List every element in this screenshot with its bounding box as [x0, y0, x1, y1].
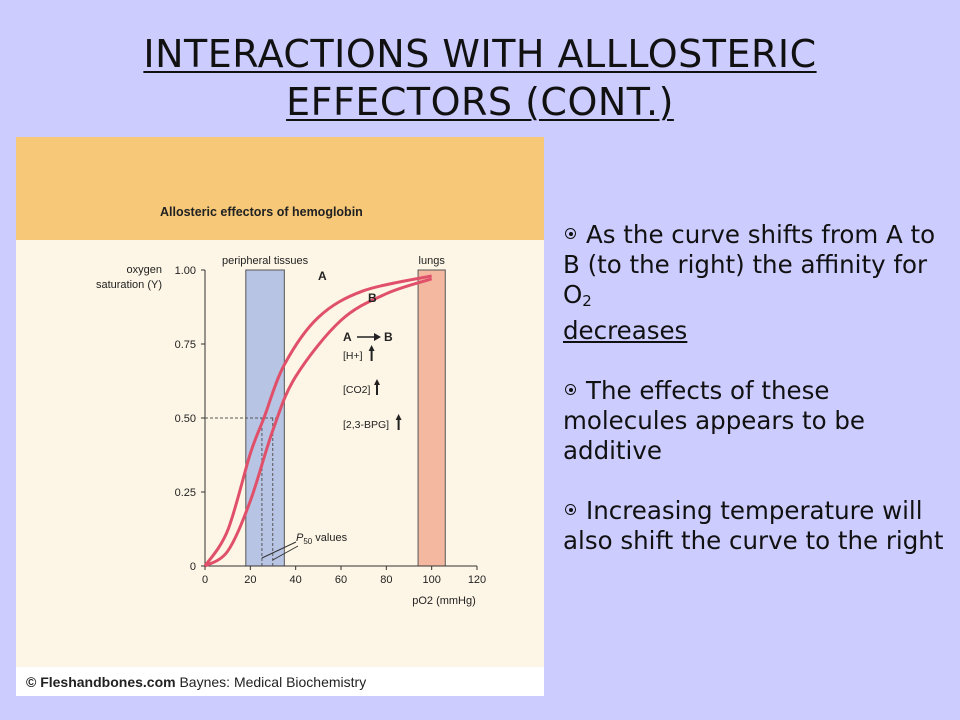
- bullet-1-subscript: 2: [582, 292, 592, 310]
- legend-from: A: [343, 330, 352, 344]
- figure-header: [16, 137, 544, 240]
- bullet-1: As the curve shifts from A to B (to the …: [563, 220, 958, 346]
- effector-arrow-head-icon: [368, 345, 375, 351]
- slide-title-line2: EFFECTORS (CONT.): [286, 80, 674, 124]
- effector-label: [CO2]: [343, 384, 371, 396]
- x-tick-label: 80: [380, 574, 392, 586]
- legend-arrow-head-icon: [374, 333, 381, 341]
- x-tick-label: 120: [468, 574, 486, 586]
- bullet-3: Increasing temperature will also shift t…: [563, 496, 958, 556]
- bullet-3-text: Increasing temperature will also shift t…: [563, 496, 944, 555]
- x-tick-label: 20: [244, 574, 256, 586]
- bullet-2-text: The effects of these molecules appears t…: [563, 376, 866, 465]
- p50-pointer-a: [261, 541, 297, 559]
- effector-arrow-head-icon: [395, 414, 402, 420]
- p50-label-p: P: [296, 532, 304, 544]
- legend-to: B: [384, 330, 393, 344]
- bullet-1-text: As the curve shifts from A to B (to the …: [563, 220, 936, 309]
- curve-label-a: A: [318, 269, 327, 283]
- slide-title: INTERACTIONS WITH ALLLOSTERIC EFFECTORS …: [0, 30, 960, 126]
- bullet-dot-icon: [565, 504, 576, 515]
- y-tick-label: 1.00: [175, 265, 196, 277]
- bullet-dot-icon: [565, 384, 576, 395]
- effector-label: [2,3-BPG]: [343, 419, 389, 431]
- credit-text: Baynes: Medical Biochemistry: [175, 674, 367, 690]
- y-tick-label: 0.50: [175, 413, 196, 425]
- curve-b: [204, 277, 433, 568]
- effector-label: [H+]: [343, 350, 363, 362]
- figure-panel: [16, 137, 544, 696]
- y-tick-label: 0: [190, 561, 196, 573]
- bullet-list: As the curve shifts from A to B (to the …: [563, 220, 958, 586]
- curve-label-b: B: [368, 291, 377, 305]
- slide-title-line1: INTERACTIONS WITH ALLLOSTERIC: [143, 32, 817, 76]
- x-tick-label: 100: [422, 574, 440, 586]
- bullet-2: The effects of these molecules appears t…: [563, 376, 958, 466]
- figure-credit: © Fleshandbones.com Baynes: Medical Bioc…: [26, 674, 366, 690]
- effector-arrow-head-icon: [374, 379, 380, 385]
- p50-label-text: values: [312, 532, 347, 544]
- region-band-1: [417, 269, 446, 567]
- x-tick-label: 40: [290, 574, 302, 586]
- y-tick-label: 0.75: [175, 339, 196, 351]
- x-tick-label: 0: [202, 574, 208, 586]
- bullet-dot-icon: [565, 228, 576, 239]
- curve-a: [203, 274, 432, 567]
- x-tick-label: 60: [335, 574, 347, 586]
- x-axis-label: pO2 (mmHg): [412, 595, 476, 607]
- credit-brand: © Fleshandbones.com: [26, 674, 176, 690]
- p50-label-sub: 50: [303, 537, 312, 546]
- region-label-0: peripheral tissues: [222, 255, 309, 267]
- figure-footer: [16, 667, 544, 696]
- region-label-1: lungs: [419, 255, 446, 267]
- figure-title: Allosteric effectors of hemoglobin: [160, 205, 363, 219]
- p50-label: P50 values: [296, 532, 348, 546]
- y-axis-label-line2: saturation (Y): [96, 279, 162, 291]
- y-tick-label: 0.25: [175, 487, 196, 499]
- bullet-1-underlined: decreases: [563, 316, 688, 345]
- y-axis-label-line1: oxygen: [127, 264, 162, 276]
- p50-pointer-b: [272, 545, 299, 561]
